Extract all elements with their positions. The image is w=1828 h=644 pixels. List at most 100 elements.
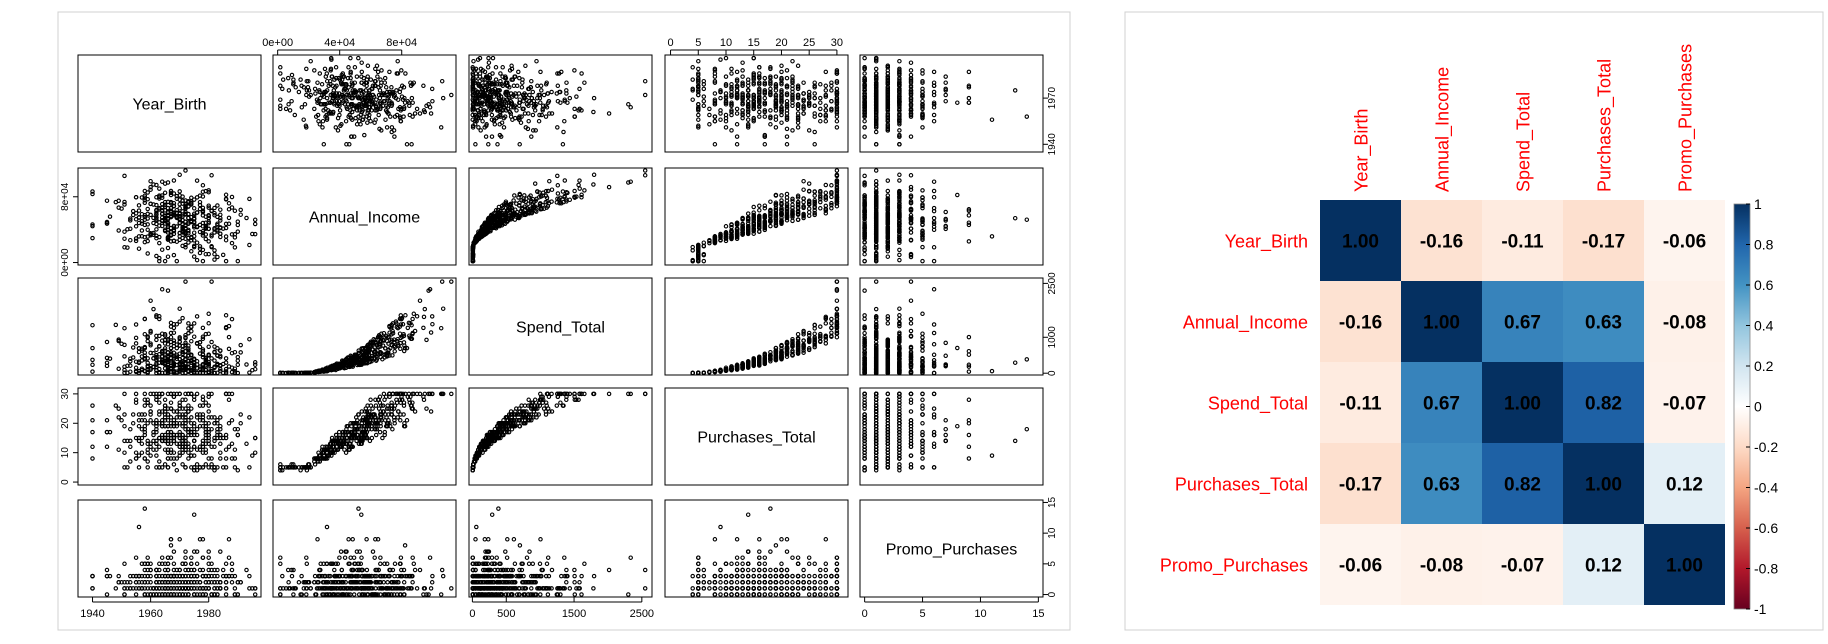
point — [530, 128, 536, 133]
point — [476, 111, 482, 116]
point — [318, 95, 323, 101]
point — [376, 112, 381, 118]
point — [350, 88, 356, 93]
point — [470, 72, 476, 78]
point — [574, 94, 579, 99]
point — [712, 142, 718, 147]
point — [779, 77, 784, 82]
point — [779, 63, 784, 69]
point — [304, 78, 310, 84]
point — [470, 97, 475, 102]
point — [397, 89, 403, 95]
point — [806, 94, 812, 99]
point — [483, 134, 489, 139]
point — [530, 112, 536, 118]
point — [539, 88, 544, 93]
point — [712, 74, 718, 79]
point — [572, 114, 577, 119]
point — [496, 95, 502, 101]
point — [768, 108, 773, 113]
point — [507, 68, 513, 73]
point — [409, 95, 415, 101]
point — [323, 102, 328, 107]
point — [757, 103, 762, 109]
point — [500, 83, 506, 89]
point — [390, 89, 395, 95]
point — [818, 82, 823, 87]
point — [718, 89, 723, 95]
point — [362, 97, 368, 102]
point — [528, 85, 534, 90]
point — [346, 65, 351, 70]
point — [470, 88, 476, 93]
point — [784, 98, 790, 104]
point — [751, 55, 756, 61]
point — [333, 85, 338, 90]
point — [470, 92, 476, 98]
point — [343, 118, 349, 124]
panel-Year_Birth-vs-Purchases_Total — [664, 54, 849, 153]
scatter-points-Year_Birth-vs-Annual_Income — [278, 55, 454, 147]
point — [430, 98, 435, 104]
point — [768, 91, 773, 96]
point — [511, 83, 517, 89]
point — [723, 82, 729, 87]
point — [333, 75, 339, 81]
point — [421, 83, 426, 89]
point — [289, 72, 295, 78]
point — [478, 102, 483, 107]
point — [359, 69, 365, 75]
point — [278, 97, 283, 102]
point — [502, 98, 508, 104]
point — [346, 92, 351, 98]
point — [751, 72, 756, 78]
point — [538, 100, 543, 105]
point — [367, 92, 373, 98]
point — [349, 117, 355, 122]
point — [357, 108, 362, 113]
point — [516, 69, 521, 75]
point — [723, 100, 729, 105]
point — [729, 100, 734, 105]
point — [480, 118, 485, 124]
point — [834, 109, 840, 115]
point — [319, 82, 325, 87]
point — [740, 111, 745, 116]
point — [768, 114, 773, 119]
point — [476, 94, 481, 99]
point — [342, 102, 348, 107]
point — [712, 114, 718, 119]
point — [474, 89, 480, 95]
point — [312, 86, 318, 92]
point — [317, 122, 323, 127]
point — [391, 128, 397, 133]
point — [812, 103, 817, 109]
point — [337, 112, 342, 118]
point — [486, 55, 491, 61]
point — [521, 106, 526, 112]
point — [508, 111, 514, 116]
point — [696, 58, 701, 64]
diagonal-label-Spend_Total: Spend_Total — [516, 320, 605, 337]
point — [779, 105, 784, 110]
point — [373, 117, 378, 122]
point — [540, 108, 545, 113]
point — [561, 129, 566, 135]
point — [723, 55, 729, 61]
point — [751, 82, 756, 87]
point — [812, 129, 817, 135]
point — [784, 105, 790, 110]
point — [400, 97, 406, 102]
point — [379, 68, 384, 73]
point — [544, 105, 550, 110]
point — [834, 78, 840, 84]
point — [412, 111, 418, 116]
point — [365, 120, 370, 125]
point — [818, 106, 823, 112]
point — [779, 69, 784, 75]
point — [712, 66, 718, 72]
point — [712, 91, 718, 96]
point — [278, 65, 283, 70]
point — [790, 74, 795, 79]
point — [323, 106, 328, 112]
